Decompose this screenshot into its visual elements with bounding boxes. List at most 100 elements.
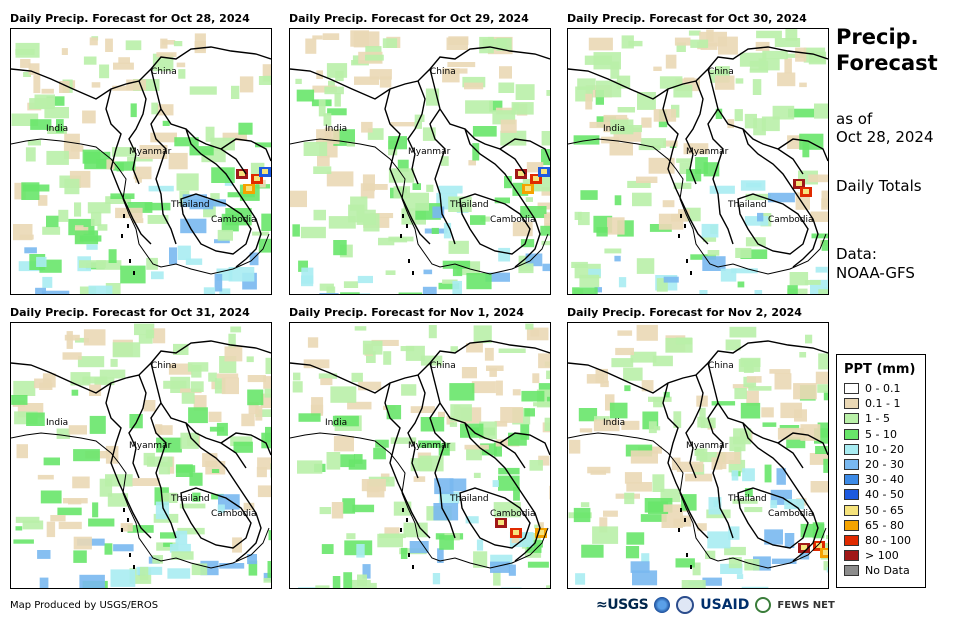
precip-cell [756,30,782,39]
precip-cell [64,334,80,341]
country-border [429,68,526,175]
precip-cell [71,389,79,396]
island [684,224,686,228]
fews-globe-icon [755,597,772,613]
precip-cell [814,103,828,119]
precip-cell [652,355,673,367]
precip-cell [13,539,34,544]
country-border [662,88,709,245]
precip-cell [57,507,82,516]
precip-cell [25,147,36,162]
precip-cell [239,76,254,93]
precip-cell [326,452,341,470]
precip-cell [815,371,828,385]
precip-cell [366,184,388,190]
precip-cell [741,586,769,588]
country-label-china: China [151,67,177,77]
precip-cell [228,267,255,282]
precip-cell [780,402,802,419]
island [129,259,131,263]
precip-cell [511,102,534,115]
country-border [105,88,152,245]
precip-cell [673,411,682,428]
island [400,234,402,238]
island [680,508,682,512]
precip-cell [541,149,550,166]
precip-cell [189,146,214,156]
precip-cell [362,564,371,579]
precip-cell [438,185,463,194]
precip-cell [442,279,458,284]
precip-cell [595,90,604,105]
precip-cell [802,141,810,158]
legend-item: 80 - 100 [844,533,925,548]
precip-cell [113,62,134,70]
precip-cell [187,362,209,372]
country-border [128,374,147,479]
precip-cell [87,202,111,214]
precip-cell [754,290,763,294]
precip-cell [330,386,357,403]
precip-cell [707,531,731,549]
precip-cell [727,119,735,129]
precip-cell [521,390,545,402]
precip-cell [88,518,115,527]
precip-cell [585,93,593,110]
precip-hotspot-core [816,543,822,548]
precip-cell [784,499,805,510]
precip-cell [787,135,802,149]
precip-cell [604,248,622,254]
precip-cell [175,464,193,477]
precip-cell [375,439,389,448]
panel-title-2: Daily Precip. Forecast for Oct 29, 2024 [289,12,529,25]
precip-cell [321,544,334,554]
precip-cell [180,218,207,234]
precip-cell [324,86,344,95]
precip-cell [618,277,627,288]
precip-cell [152,328,166,344]
precip-cell [332,415,359,427]
precip-cell [113,544,134,552]
legend-label: 50 - 65 [865,503,904,517]
precip-cell [230,326,242,333]
precip-cell [439,535,454,550]
precip-cell [366,351,376,363]
coastline [290,432,549,569]
precip-cell [572,287,598,294]
precip-cell [41,88,54,94]
precip-cell [520,424,530,440]
country-border [707,362,804,469]
precip-hotspot-core [538,530,544,535]
precip-cell [611,358,634,368]
precip-cell [247,554,257,565]
precip-cell [632,570,658,586]
precip-hotspot-core [525,186,531,191]
precip-cell [222,132,247,141]
precip-cell [588,268,601,277]
precip-cell [449,422,458,427]
legend-label: 5 - 10 [865,427,897,441]
legend-item: 0 - 0.1 [844,381,925,396]
precip-cell [346,141,355,147]
precip-cell [525,197,533,202]
precip-cell [160,532,180,539]
country-border [742,128,819,268]
country-label-thailand: Thailand [727,494,767,504]
country-border [685,80,704,185]
precip-cell [318,99,326,117]
precip-cell [112,342,141,358]
country-border [429,402,456,539]
precip-cell [779,425,800,430]
precip-cell [110,569,136,587]
precip-cell [214,239,230,244]
precip-cell [821,190,828,208]
precip-cell [104,543,113,555]
precip-cell [624,385,631,392]
precip-cell [762,422,777,427]
precip-cell [526,544,542,553]
precip-cell [307,337,319,348]
precip-cell [19,234,34,240]
precip-cell [136,566,163,575]
precip-cell [365,54,384,61]
